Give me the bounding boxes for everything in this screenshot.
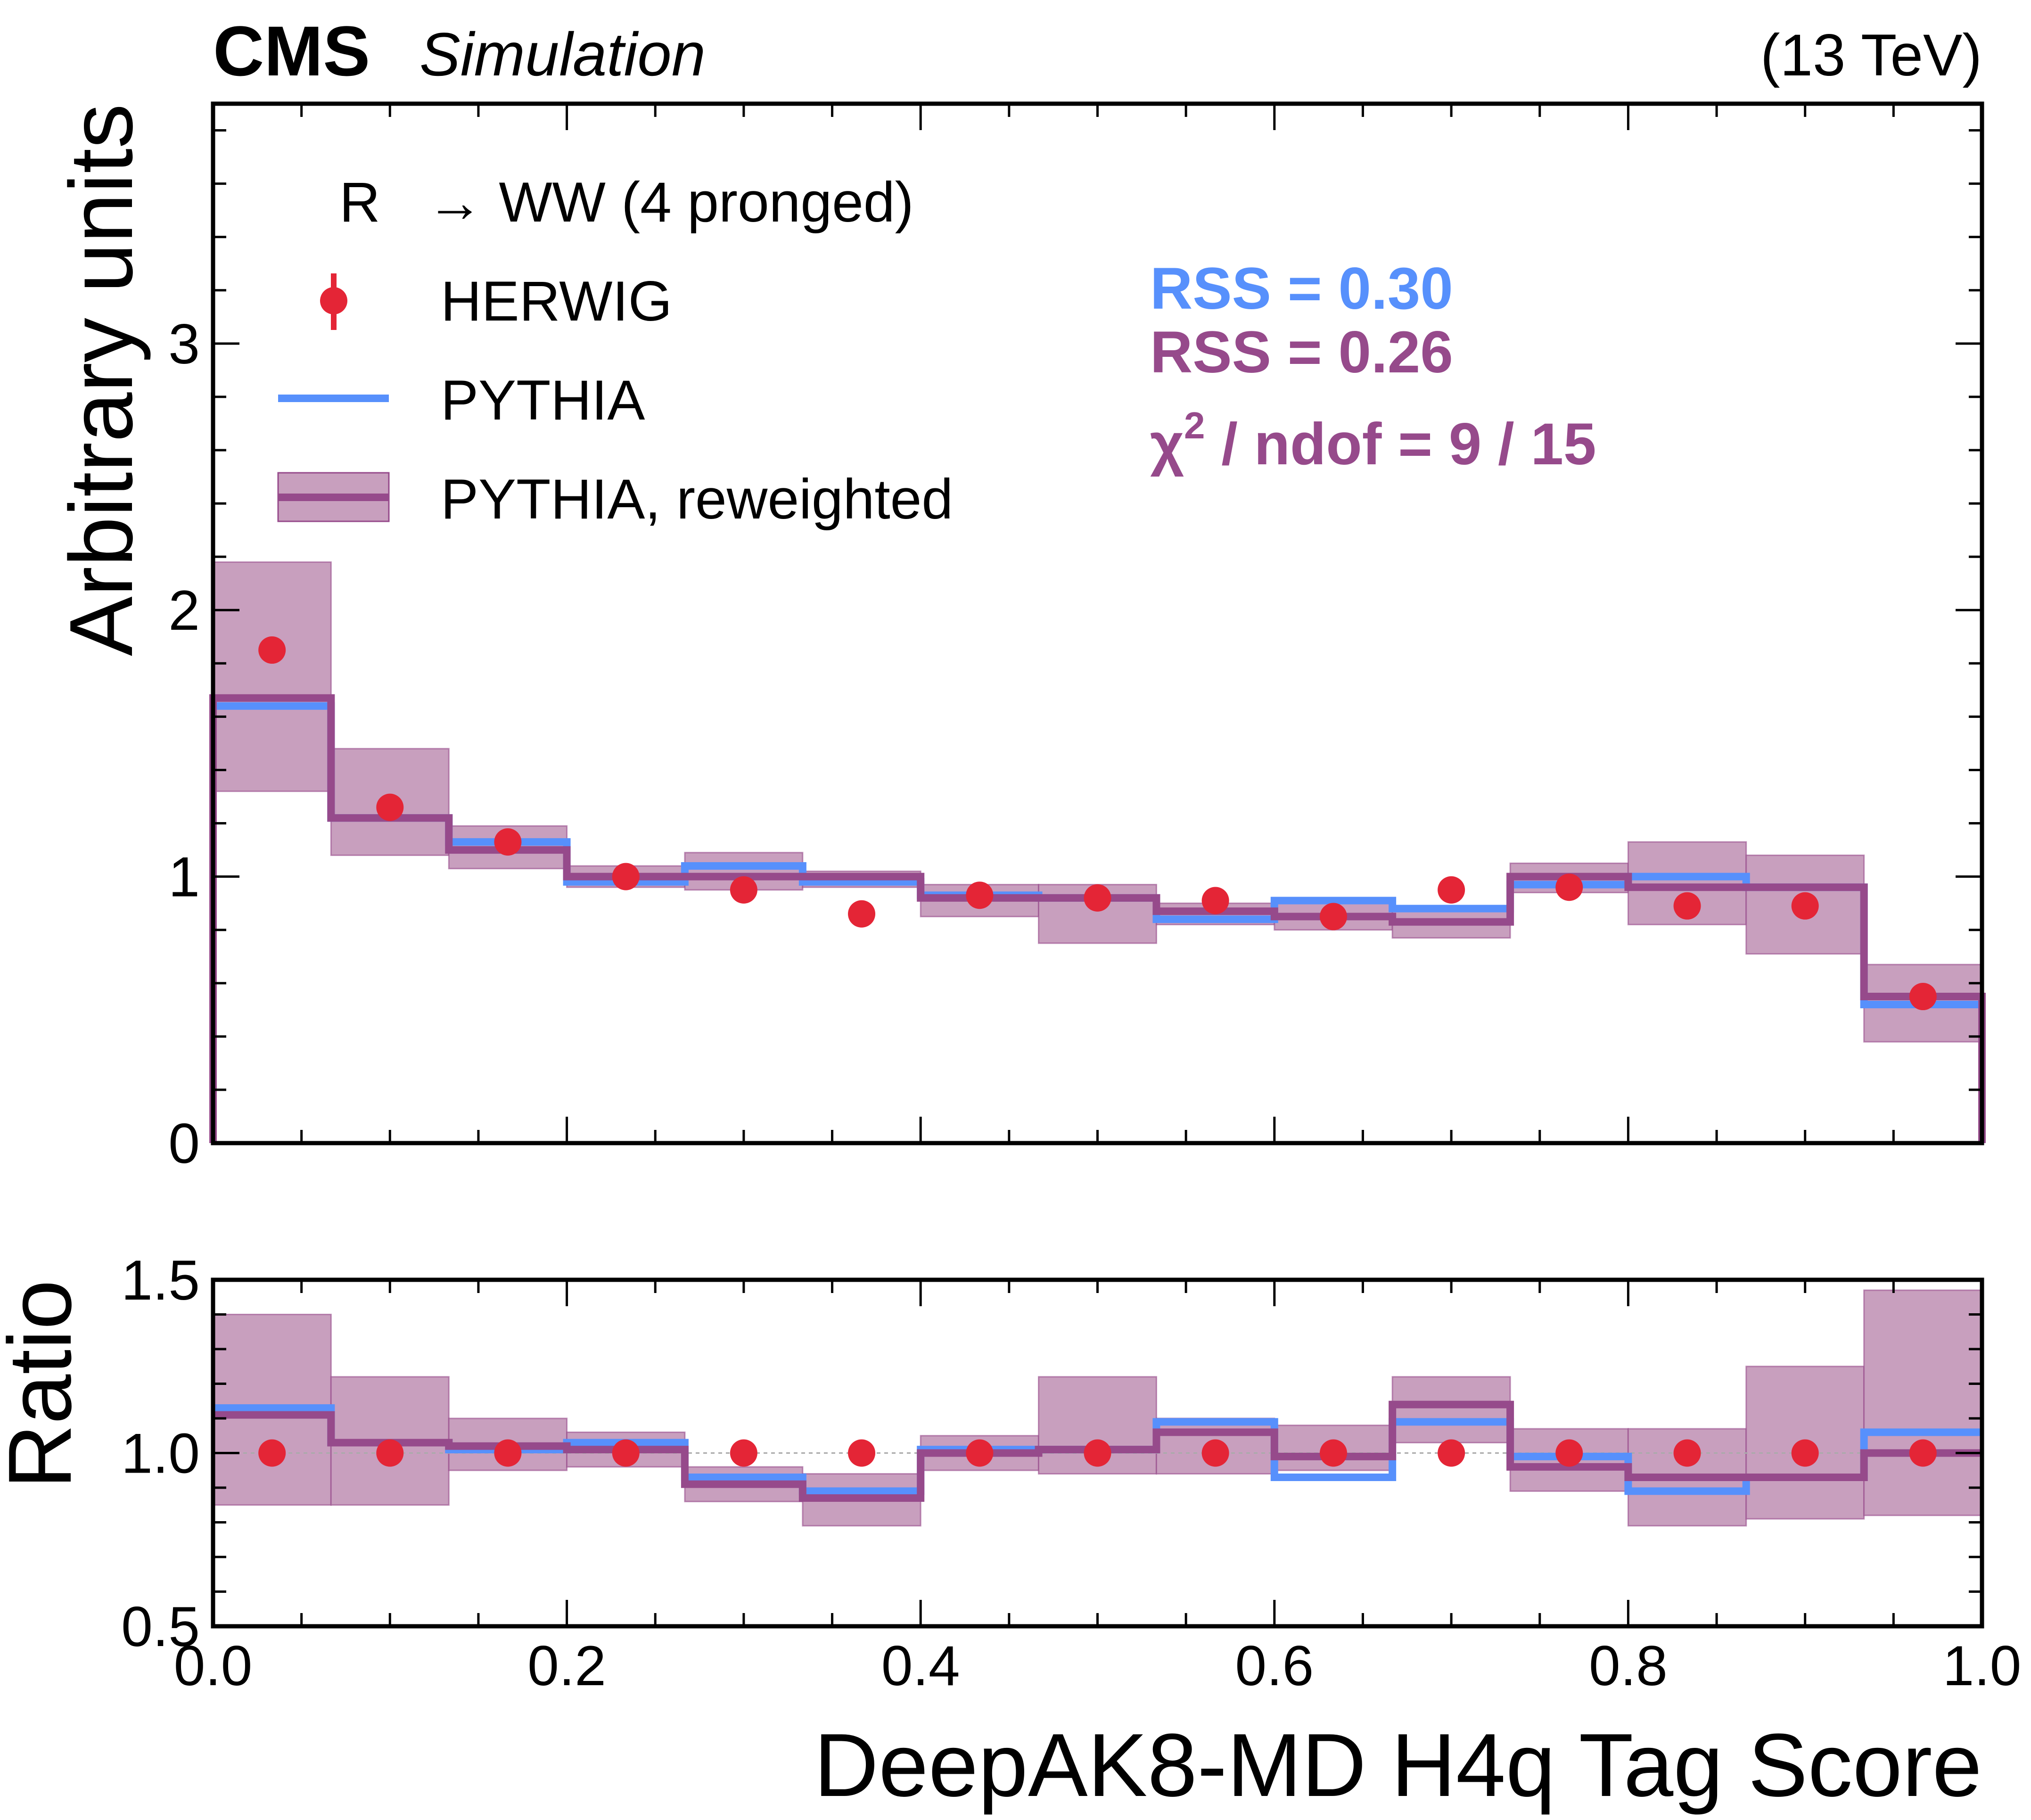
main-herwig-point-13 bbox=[1791, 892, 1819, 920]
fit-statistics: RSS = 0.30 RSS = 0.26 χ2 / ndof = 9 / 15 bbox=[1150, 256, 1596, 477]
ratio-x-tick-label-1: 0.2 bbox=[527, 1634, 606, 1697]
main-y-tick-label-2: 2 bbox=[168, 579, 200, 642]
ratio-herwig-point-10 bbox=[1438, 1439, 1465, 1467]
main-y-axis-title: Arbitrary units bbox=[51, 104, 151, 656]
main-tick-labels-group: 0 1 2 3 bbox=[168, 313, 200, 1175]
legend-herwig-label: HERWIG bbox=[441, 270, 672, 333]
main-herwig-point-11 bbox=[1555, 873, 1583, 901]
main-ticks-group bbox=[212, 104, 1983, 1145]
ratio-x-tick-label-0: 0.0 bbox=[174, 1634, 253, 1697]
ratio-herwig-point-0 bbox=[258, 1439, 286, 1467]
legend-herwig-marker bbox=[320, 287, 347, 314]
main-herwig-point-6 bbox=[966, 881, 994, 909]
ratio-herwig-point-6 bbox=[966, 1439, 994, 1467]
main-herwig-point-1 bbox=[376, 793, 404, 821]
main-herwig-point-8 bbox=[1201, 887, 1229, 914]
ratio-herwig-point-12 bbox=[1673, 1439, 1701, 1467]
ratio-herwig-point-13 bbox=[1791, 1439, 1819, 1467]
ratio-pythia-reweighted-step-line bbox=[213, 1400, 1982, 1502]
main-herwig-point-9 bbox=[1319, 903, 1347, 931]
legend: R → WW (4 pronged) HERWIG PYTHIA PYTHIA,… bbox=[277, 171, 953, 531]
ratio-y-tick-label-0: 0.5 bbox=[121, 1595, 200, 1658]
x-axis-title: DeepAK8-MD H4q Tag Score bbox=[814, 1715, 1982, 1815]
rss-reweighted-label: RSS = 0.26 bbox=[1150, 320, 1453, 385]
chi2-value: / ndof = 9 / 15 bbox=[1205, 412, 1596, 477]
ratio-plot-panel: 0.5 1.0 1.5 0.0 0.2 0.4 0.6 0.8 1.0 bbox=[121, 1249, 2021, 1697]
ratio-herwig-point-2 bbox=[494, 1439, 522, 1467]
ratio-herwig-point-9 bbox=[1319, 1439, 1347, 1467]
main-herwig-point-0 bbox=[258, 636, 286, 664]
main-herwig-point-7 bbox=[1084, 884, 1111, 912]
energy-label: (13 TeV) bbox=[1760, 23, 1982, 88]
ratio-plot-frame bbox=[211, 1277, 1984, 1629]
main-band-bin-0 bbox=[212, 561, 332, 792]
ratio-herwig-point-3 bbox=[612, 1439, 640, 1467]
chi2-label: χ2 / ndof = 9 / 15 bbox=[1150, 404, 1596, 477]
ratio-y-tick-label-1: 1.0 bbox=[121, 1422, 200, 1485]
ratio-tick-labels-group: 0.5 1.0 1.5 0.0 0.2 0.4 0.6 0.8 1.0 bbox=[121, 1249, 2021, 1697]
ratio-x-tick-label-5: 1.0 bbox=[1943, 1634, 2022, 1697]
ratio-herwig-point-1 bbox=[376, 1439, 404, 1467]
ratio-herwig-point-11 bbox=[1555, 1439, 1583, 1467]
main-herwig-point-4 bbox=[730, 876, 757, 904]
ratio-herwig-point-4 bbox=[730, 1439, 757, 1467]
ratio-step-lines-group bbox=[213, 1400, 1982, 1502]
main-herwig-point-3 bbox=[612, 863, 640, 890]
ratio-band-bin-14 bbox=[1863, 1289, 1983, 1516]
main-herwig-point-5 bbox=[848, 900, 876, 928]
main-y-tick-label-0: 0 bbox=[168, 1112, 200, 1175]
ratio-herwig-point-14 bbox=[1909, 1439, 1937, 1467]
simulation-label: Simulation bbox=[419, 20, 706, 89]
main-herwig-point-10 bbox=[1438, 876, 1465, 904]
main-y-tick-label-3: 3 bbox=[168, 313, 200, 376]
main-herwig-point-2 bbox=[494, 828, 522, 856]
main-herwig-point-12 bbox=[1673, 892, 1701, 920]
ratio-band-bin-10 bbox=[1391, 1376, 1511, 1443]
main-plot-panel: 0 1 2 3 bbox=[168, 101, 1986, 1175]
main-herwig-points-group bbox=[258, 636, 1937, 1011]
chi2-superscript: 2 bbox=[1184, 404, 1205, 446]
legend-title-prefix: R bbox=[339, 171, 380, 234]
ratio-x-tick-label-4: 0.8 bbox=[1589, 1634, 1668, 1697]
ratio-y-axis-title: Ratio bbox=[0, 1280, 90, 1489]
ratio-herwig-point-5 bbox=[848, 1439, 876, 1467]
legend-title: → WW (4 pronged) bbox=[427, 171, 914, 234]
main-y-tick-label-1: 1 bbox=[168, 846, 200, 909]
main-herwig-point-14 bbox=[1909, 983, 1937, 1011]
legend-pythia-label: PYTHIA bbox=[441, 369, 645, 432]
ratio-x-tick-label-2: 0.4 bbox=[881, 1634, 960, 1697]
chi2-symbol: χ bbox=[1150, 412, 1184, 477]
legend-reweighted-label: PYTHIA, reweighted bbox=[441, 468, 953, 531]
main-plot-frame bbox=[211, 101, 1984, 1145]
ratio-y-tick-label-2: 1.5 bbox=[121, 1249, 200, 1312]
cms-label: CMS bbox=[213, 11, 370, 91]
ratio-herwig-point-7 bbox=[1084, 1439, 1111, 1467]
main-uncertainty-band-group bbox=[212, 561, 1983, 1043]
rss-pythia-label: RSS = 0.30 bbox=[1150, 256, 1453, 321]
ratio-herwig-points-group bbox=[258, 1439, 1937, 1467]
ratio-herwig-point-8 bbox=[1201, 1439, 1229, 1467]
main-pythia-reweighted-step-line bbox=[209, 694, 1986, 1143]
ratio-x-tick-label-3: 0.6 bbox=[1235, 1634, 1314, 1697]
